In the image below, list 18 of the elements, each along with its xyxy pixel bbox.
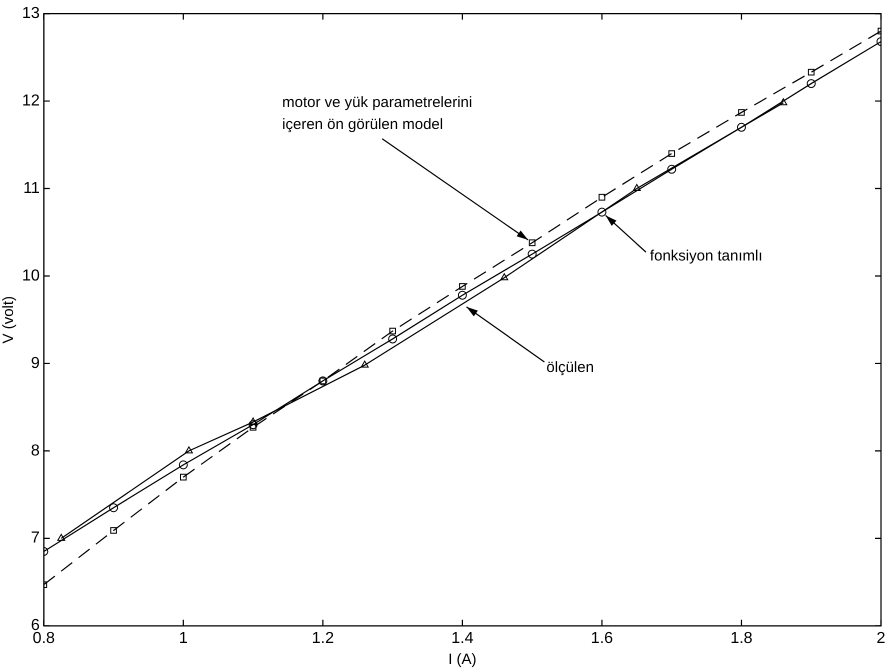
x-tick-label: 1.2 bbox=[312, 630, 334, 647]
y-axis-title: V (volt) bbox=[0, 296, 18, 344]
annotation: fonksiyon tanımlı bbox=[650, 247, 762, 264]
y-tick-label: 12 bbox=[22, 92, 40, 110]
x-tick-label: 1.4 bbox=[451, 630, 474, 647]
x-tick-label: 2 bbox=[876, 630, 886, 647]
x-tick-label: 1 bbox=[178, 630, 188, 647]
y-tick-label: 7 bbox=[30, 530, 40, 547]
y-tick-label: 10 bbox=[22, 267, 40, 284]
y-tick-label: 9 bbox=[30, 354, 40, 372]
x-tick-label: 1.6 bbox=[590, 630, 614, 647]
x-tick-label: 1.8 bbox=[730, 630, 753, 647]
annotation: ölçülen bbox=[546, 359, 594, 376]
y-tick-label: 13 bbox=[22, 5, 40, 22]
y-tick-label: 8 bbox=[30, 442, 40, 460]
y-tick-label: 11 bbox=[23, 180, 40, 197]
annotation: motor ve yük parametrelerini içeren ön görülen model bbox=[282, 94, 472, 133]
x-axis-title: I (A) bbox=[448, 651, 477, 668]
